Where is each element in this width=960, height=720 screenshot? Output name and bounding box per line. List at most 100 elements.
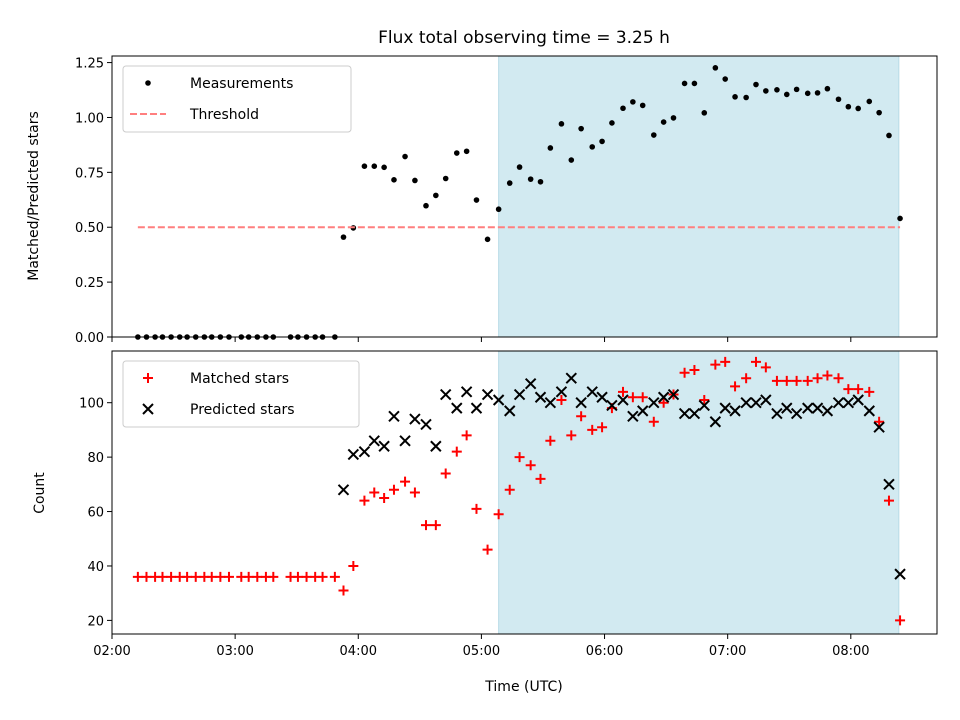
- data-point: [399, 435, 411, 447]
- data-point: [821, 405, 834, 417]
- data-point: [576, 411, 587, 422]
- data-point: [361, 163, 368, 170]
- data-point: [545, 435, 556, 446]
- data-point: [440, 468, 451, 479]
- data-point: [371, 163, 378, 170]
- data-point: [556, 394, 567, 405]
- data-point: [763, 88, 769, 94]
- data-point: [814, 90, 821, 96]
- data-point: [420, 418, 432, 431]
- data-point: [409, 413, 421, 425]
- legend-label: Predicted stars: [190, 402, 295, 418]
- data-point: [453, 150, 460, 156]
- data-point: [317, 571, 328, 582]
- data-point: [760, 394, 772, 406]
- data-point: [157, 571, 168, 582]
- data-point: [473, 197, 480, 203]
- data-point: [618, 386, 629, 397]
- data-point: [482, 544, 493, 555]
- data-point: [292, 571, 303, 582]
- data-point: [368, 435, 380, 447]
- data-point: [369, 487, 380, 498]
- data-point: [657, 391, 670, 403]
- data-point: [852, 394, 864, 406]
- data-point: [771, 407, 783, 420]
- data-point: [359, 495, 370, 506]
- data-point: [712, 65, 719, 71]
- legend-box: [122, 360, 360, 428]
- data-point: [845, 103, 852, 110]
- upper-y-axis-label: Matched/Predicted stars: [26, 111, 42, 281]
- data-point: [534, 391, 547, 403]
- data-point: [833, 373, 844, 384]
- data-point: [412, 177, 418, 184]
- data-point: [589, 144, 596, 150]
- x-tick-label: 05:00: [463, 644, 500, 659]
- data-point: [802, 375, 813, 386]
- data-point: [206, 571, 217, 582]
- data-point: [555, 386, 568, 398]
- data-point: [774, 87, 780, 93]
- data-point: [506, 180, 513, 186]
- data-point: [243, 571, 254, 582]
- data-point: [606, 399, 618, 412]
- y-tick-label: 1.00: [75, 111, 104, 126]
- data-point: [720, 356, 731, 367]
- data-point: [524, 377, 537, 390]
- data-point: [732, 94, 738, 100]
- legend-marker: [143, 373, 153, 383]
- data-point: [822, 370, 833, 381]
- data-point: [701, 110, 708, 116]
- data-point: [575, 396, 587, 409]
- data-point: [771, 375, 782, 386]
- data-point: [599, 138, 605, 145]
- data-point: [402, 153, 408, 160]
- data-point: [678, 407, 691, 420]
- y-tick-label: 0.50: [75, 221, 104, 236]
- data-point: [740, 396, 752, 409]
- data-point: [681, 80, 688, 87]
- data-point: [609, 120, 615, 126]
- legend-label: Matched stars: [190, 371, 289, 387]
- y-tick-label: 0.25: [75, 276, 104, 291]
- data-point: [379, 492, 390, 503]
- data-point: [547, 145, 554, 151]
- legend-label: Threshold: [189, 107, 259, 123]
- data-point: [215, 571, 226, 582]
- data-point: [730, 381, 741, 392]
- data-point: [627, 392, 638, 403]
- data-point: [301, 571, 312, 582]
- data-point: [495, 206, 502, 213]
- data-point: [627, 410, 639, 423]
- data-point: [451, 402, 463, 414]
- observing-window-shade: [498, 350, 900, 635]
- data-point: [381, 164, 387, 171]
- data-point: [863, 405, 875, 417]
- data-point: [874, 416, 885, 427]
- data-point: [141, 571, 152, 582]
- data-point: [793, 86, 800, 93]
- data-point: [617, 394, 629, 406]
- data-point: [853, 384, 864, 395]
- y-tick-label: 0.00: [75, 331, 104, 346]
- data-point: [750, 396, 762, 409]
- data-point: [783, 91, 790, 98]
- data-point: [630, 99, 636, 105]
- data-point: [400, 476, 411, 487]
- x-tick-label: 03:00: [216, 644, 253, 659]
- data-point: [753, 81, 759, 88]
- data-point: [430, 520, 441, 531]
- data-point: [722, 76, 729, 82]
- data-point: [493, 509, 504, 520]
- data-point: [504, 405, 516, 417]
- data-point: [855, 105, 861, 112]
- data-point: [338, 585, 349, 596]
- data-point: [750, 356, 761, 367]
- data-point: [804, 90, 811, 97]
- data-point: [430, 440, 442, 452]
- data-point: [504, 484, 515, 495]
- data-point: [409, 487, 420, 498]
- data-point: [660, 119, 667, 125]
- data-point: [223, 571, 234, 582]
